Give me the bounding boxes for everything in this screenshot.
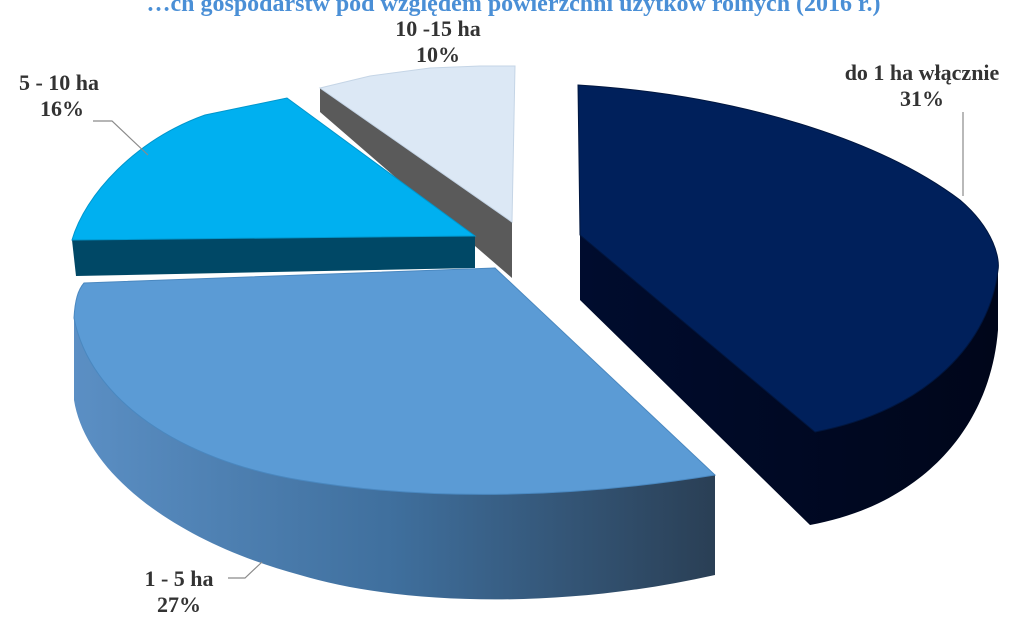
label-do-1-ha-percent: 31% xyxy=(900,86,944,111)
label-do-1-ha-name: do 1 ha włącznie xyxy=(844,60,1000,85)
slice-5-10-ha-side xyxy=(72,236,475,276)
leader-line-1-5-ha xyxy=(228,561,263,579)
slice-5-10-ha[interactable] xyxy=(71,97,477,276)
label-10-15-ha-percent: 10% xyxy=(416,42,460,67)
chart-title: …ch gospodarstw pod względem powierzchni… xyxy=(146,0,881,17)
label-5-10-ha-name: 5 - 10 ha xyxy=(18,70,100,95)
label-1-5-ha-percent: 27% xyxy=(157,592,201,617)
label-1-5-ha-name: 1 - 5 ha xyxy=(144,566,214,591)
label-5-10-ha: 5 - 10 ha 16% xyxy=(4,70,114,122)
slice-do-1-ha-side xyxy=(580,235,998,525)
label-5-10-ha-percent: 16% xyxy=(40,96,84,121)
label-10-15-ha-name: 10 -15 ha xyxy=(395,16,481,41)
label-1-5-ha: 1 - 5 ha 27% xyxy=(124,566,234,618)
slice-10-15-ha-top xyxy=(318,65,516,223)
label-do-1-ha: do 1 ha włącznie 31% xyxy=(822,60,1022,112)
leader-line-5-10-ha xyxy=(93,120,149,156)
slice-1-5-ha[interactable] xyxy=(73,267,717,600)
slice-do-1-ha-top xyxy=(577,84,999,433)
slice-do-1-ha[interactable] xyxy=(577,84,999,525)
slice-5-10-ha-top xyxy=(71,97,477,241)
slice-1-5-ha-side xyxy=(74,318,715,600)
slice-1-5-ha-top xyxy=(73,267,717,495)
label-10-15-ha: 10 -15 ha 10% xyxy=(378,16,498,68)
